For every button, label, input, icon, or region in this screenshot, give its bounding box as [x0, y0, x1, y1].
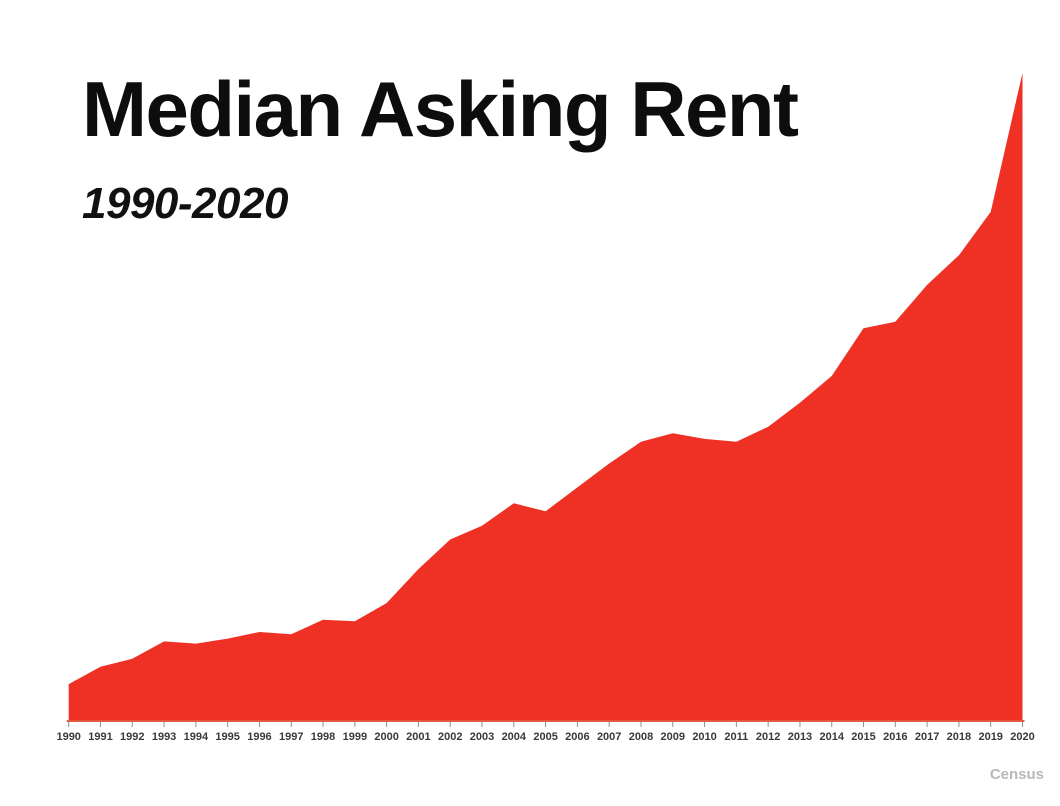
x-axis-label: 1998 [311, 731, 335, 743]
x-axis-label: 1999 [343, 731, 367, 743]
page-title: Median Asking Rent [82, 65, 799, 153]
area-series [68, 73, 1023, 721]
x-axis-label: 2005 [533, 731, 557, 743]
x-axis-label: 2013 [788, 731, 812, 743]
x-axis-label: 2002 [438, 731, 462, 743]
x-axis-label: 2008 [629, 731, 653, 743]
x-axis-label: 2020 [1010, 731, 1034, 743]
x-axis-label: 1991 [88, 731, 112, 743]
x-axis-label: 2011 [724, 731, 748, 743]
page-subtitle: 1990-2020 [82, 179, 288, 228]
x-axis-label: 1995 [215, 731, 239, 743]
x-axis-label: 2003 [470, 731, 494, 743]
x-axis-label: 1994 [184, 731, 209, 743]
source-label: Census [989, 766, 1044, 783]
x-axis-label: 1997 [279, 731, 303, 743]
x-axis-label: 2015 [851, 731, 875, 743]
x-axis-label: 1992 [120, 731, 144, 743]
x-axis-label: 1993 [152, 731, 176, 743]
x-axis-label: 1990 [56, 731, 80, 743]
x-axis-label: 2009 [661, 731, 685, 743]
x-axis-label: 2019 [978, 731, 1002, 743]
x-axis-label: 2004 [502, 731, 527, 743]
x-axis-label: 1996 [247, 731, 271, 743]
x-axis-label: 2018 [947, 731, 971, 743]
x-axis-label: 2001 [406, 731, 430, 743]
x-axis-label: 2017 [915, 731, 939, 743]
x-axis-label: 2000 [374, 731, 398, 743]
title-block: Median Asking Rent 1990-2020 [82, 65, 799, 228]
x-axis-label: 2014 [819, 731, 844, 743]
x-axis-label: 2016 [883, 731, 907, 743]
x-axis-label: 2007 [597, 731, 621, 743]
x-axis-label: 2012 [756, 731, 780, 743]
x-axis-label: 2006 [565, 731, 589, 743]
x-axis-label: 2010 [692, 731, 716, 743]
